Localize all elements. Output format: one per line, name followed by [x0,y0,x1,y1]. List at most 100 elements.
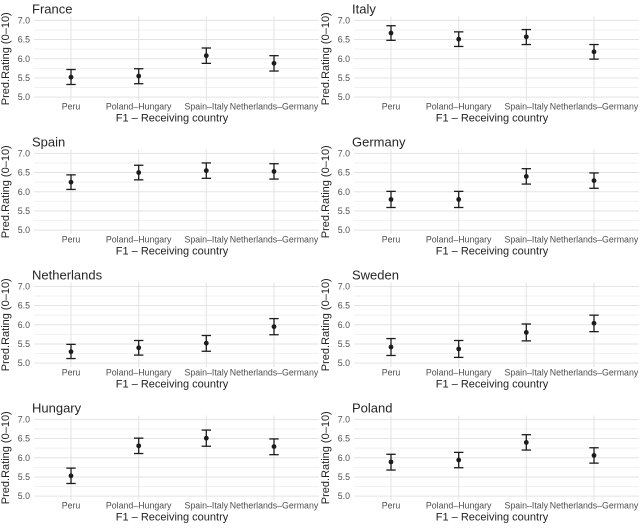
data-point [136,345,142,351]
x-tick-label: Spain–Italy [185,368,229,378]
x-tick-label: Peru [382,501,401,511]
y-tick-label: 7.0 [18,414,30,424]
x-tick-label: Poland–Hungary [426,501,492,511]
data-point [523,439,529,445]
y-tick-label: 5.5 [18,73,30,83]
data-point [591,320,597,326]
y-tick-label: 6.5 [18,301,30,311]
x-tick-label: Spain–Italy [505,235,549,245]
facet-plot: Germany Pred.Rating (0–10) 5.0 5.5 6.0 6.5 7.0… [320,135,639,258]
facet-title: Spain [32,135,65,150]
data-point [136,170,142,175]
data-point [591,49,597,55]
data-point [68,349,74,355]
y-tick-label: 6.0 [18,453,30,463]
x-tick-label: Netherlands–Germany [550,235,639,245]
y-axis-label: Pred.Rating (0–10) [320,278,332,371]
x-tick-label: Peru [382,235,401,245]
facet-panel-poland: Poland Pred.Rating (0–10) 5.0 5.5 6.0 6.5 7.0 P… [320,399,640,532]
y-axis-label: Pred.Rating (0–10) [0,145,12,238]
facet-plot: Sweden Pred.Rating (0–10) 5.0 5.5 6.0 6.5 7.0 P… [320,268,639,391]
x-axis-label: F1 – Receiving country [116,512,229,524]
facet-title: France [32,2,72,17]
facet-plot: Netherlands Pred.Rating (0–10) 5.0 5.5 6.0 6.… [0,268,319,391]
facet-panel-germany: Germany Pred.Rating (0–10) 5.0 5.5 6.0 6.5 7.0… [320,133,640,266]
y-tick-label: 6.5 [18,434,30,444]
x-tick-label: Peru [62,102,81,112]
x-tick-label: Peru [382,368,401,378]
x-tick-label: Netherlands–Germany [550,501,639,511]
y-tick-label: 6.0 [338,187,350,197]
facet-title: Sweden [352,268,399,283]
x-tick-label: Spain–Italy [185,102,229,112]
facet-title: Italy [352,2,376,17]
facet-plot: France Pred.Rating (0–10) 5.0 5.5 6.0 6.5 7.0 P… [0,2,319,125]
x-tick-label: Netherlands–Germany [550,368,639,378]
y-tick-label: 5.0 [338,225,350,235]
x-tick-label: Netherlands–Germany [550,102,639,112]
facet-panel-hungary: Hungary Pred.Rating (0–10) 5.0 5.5 6.0 6.5 7.0… [0,399,320,532]
facet-plot: Italy Pred.Rating (0–10) 5.0 5.5 6.0 6.5 7.0 Pe… [320,2,639,125]
data-point [388,30,394,36]
y-tick-label: 7.0 [18,148,30,158]
y-tick-label: 6.0 [338,453,350,463]
x-tick-label: Spain–Italy [185,501,229,511]
data-point [203,340,209,346]
x-tick-label: Poland–Hungary [426,235,492,245]
x-axis-label: F1 – Receiving country [116,379,229,391]
x-tick-label: Poland–Hungary [426,102,492,112]
y-tick-label: 7.0 [338,148,350,158]
data-point [523,34,529,40]
facet-plot: Hungary Pred.Rating (0–10) 5.0 5.5 6.0 6.5 7.0… [0,401,319,524]
y-tick-label: 5.0 [18,225,30,235]
x-tick-label: Peru [382,102,401,112]
y-tick-label: 7.0 [338,15,350,25]
x-axis-label: F1 – Receiving country [116,113,229,125]
y-tick-label: 6.0 [338,320,350,330]
x-tick-label: Spain–Italy [505,501,549,511]
x-tick-label: Poland–Hungary [106,235,172,245]
y-axis-label: Pred.Rating (0–10) [0,278,12,371]
data-point [591,178,597,184]
data-point [136,73,142,79]
y-tick-label: 6.5 [338,168,350,178]
data-point [68,74,74,80]
data-point [203,53,209,59]
x-tick-label: Netherlands–Germany [230,102,319,112]
data-point [271,60,277,66]
facet-panel-sweden: Sweden Pred.Rating (0–10) 5.0 5.5 6.0 6.5 7.0 P… [320,266,640,399]
y-axis-label: Pred.Rating (0–10) [320,411,332,504]
y-axis-label: Pred.Rating (0–10) [320,12,332,105]
x-tick-label: Poland–Hungary [106,368,172,378]
x-tick-label: Poland–Hungary [106,102,172,112]
data-point [68,179,74,185]
y-tick-label: 5.5 [18,339,30,349]
y-tick-label: 6.5 [338,434,350,444]
y-tick-label: 5.0 [18,491,30,501]
x-tick-label: Spain–Italy [185,235,229,245]
x-tick-label: Poland–Hungary [426,368,492,378]
y-tick-label: 5.5 [338,206,350,216]
data-point [456,346,462,352]
y-tick-label: 5.0 [18,358,30,368]
x-tick-label: Netherlands–Germany [230,368,319,378]
x-axis-label: F1 – Receiving country [436,246,549,258]
y-axis-label: Pred.Rating (0–10) [0,12,12,105]
y-tick-label: 6.0 [18,54,30,64]
data-point [136,443,142,449]
facet-title: Hungary [32,401,82,416]
y-tick-label: 7.0 [18,15,30,25]
y-tick-label: 6.0 [18,320,30,330]
x-tick-label: Netherlands–Germany [230,501,319,511]
data-point [271,168,277,174]
facet-plot: Poland Pred.Rating (0–10) 5.0 5.5 6.0 6.5 7.0 P… [320,401,639,524]
facet-panel-italy: Italy Pred.Rating (0–10) 5.0 5.5 6.0 6.5 7.0 Pe… [320,0,640,133]
y-tick-label: 5.0 [338,92,350,102]
y-tick-label: 5.5 [338,339,350,349]
y-tick-label: 6.0 [338,54,350,64]
y-tick-label: 6.5 [18,168,30,178]
data-point [523,173,529,179]
y-tick-label: 6.5 [338,35,350,45]
facet-plot: Spain Pred.Rating (0–10) 5.0 5.5 6.0 6.5 7.0 Pe… [0,135,319,258]
facet-panel-spain: Spain Pred.Rating (0–10) 5.0 5.5 6.0 6.5 7.0 Pe… [0,133,320,266]
